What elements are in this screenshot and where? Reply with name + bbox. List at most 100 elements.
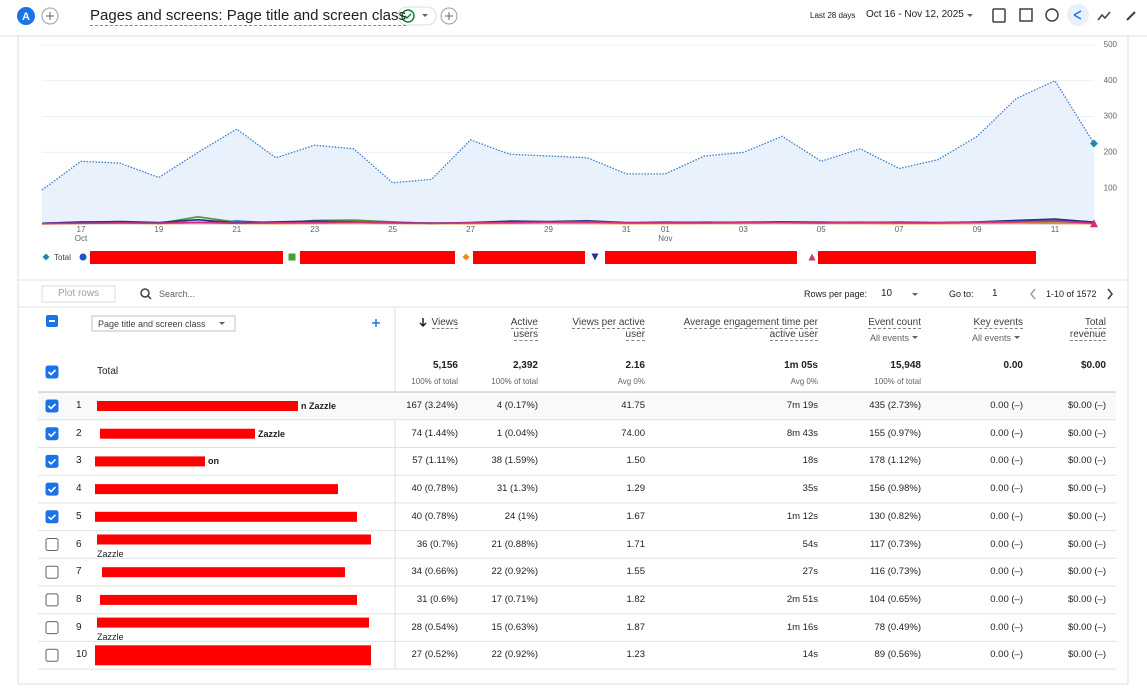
dimension-selector[interactable] — [91, 315, 236, 332]
row-checkbox[interactable] — [45, 593, 59, 607]
rows-dropdown-arrow[interactable] — [912, 293, 918, 296]
row-cell: $0.00 (–) — [1067, 538, 1106, 550]
row-cell: 2m 51s — [786, 593, 818, 605]
legend-marker — [42, 253, 50, 261]
filter-arrow — [1014, 336, 1020, 339]
series-line — [41, 79, 1095, 191]
plot-rows-label[interactable]: Plot rows — [57, 288, 100, 299]
row-cell: 1.50 — [626, 455, 646, 467]
plus-icon — [46, 12, 54, 20]
row-cell: 38 (1.59%) — [491, 455, 538, 467]
row-cell: $0.00 (–) — [1067, 455, 1106, 467]
row-cell: $0.00 (–) — [1067, 593, 1106, 605]
column-header[interactable]: Average engagement time per active user — [683, 317, 818, 341]
legend-marker — [79, 253, 87, 261]
y-tick-label: 500 — [1104, 40, 1118, 49]
legend-marker — [808, 253, 816, 261]
row-checkbox[interactable] — [45, 454, 59, 468]
row-index: 1 — [76, 400, 82, 411]
next-page[interactable] — [1107, 288, 1113, 300]
row-cell: 0.00 (–) — [990, 538, 1023, 550]
row-checkbox[interactable] — [45, 538, 59, 551]
x-tick-label: 25 — [388, 225, 397, 234]
column-header[interactable]: Key events — [973, 317, 1023, 329]
row-checkbox[interactable] — [45, 648, 59, 662]
row-cell: 15 (0.63%) — [491, 621, 538, 633]
search-icon[interactable] — [140, 288, 150, 298]
legend-marker — [288, 253, 296, 261]
row-cell: 27 (0.52%) — [411, 649, 458, 661]
date-range[interactable]: Oct 16 - Nov 12, 2025 — [866, 9, 964, 20]
row-checkbox[interactable] — [45, 565, 59, 579]
top-bar — [0, 0, 1147, 36]
row-title: Zazzle — [97, 631, 124, 642]
insights-trend-icon[interactable] — [1097, 11, 1111, 21]
explore-icon[interactable] — [1045, 8, 1059, 22]
metric-filter[interactable]: All events — [971, 333, 1011, 343]
row-cell: 155 (0.97%) — [869, 427, 921, 439]
avatar[interactable] — [17, 7, 35, 25]
compare-icon[interactable] — [1019, 8, 1033, 22]
search-placeholder[interactable]: Search... — [159, 289, 196, 299]
dropdown-arrow — [422, 14, 428, 17]
row-checkbox[interactable] — [45, 510, 59, 524]
column-header[interactable]: Total revenue — [1069, 317, 1106, 341]
legend-label: Total — [54, 253, 71, 262]
plot-rows-button[interactable] — [41, 285, 116, 303]
dimension-label[interactable]: Page title and screen class — [98, 319, 206, 329]
date-dropdown-arrow[interactable] — [967, 14, 973, 17]
sort-arrow[interactable] — [419, 318, 427, 328]
column-header[interactable]: Event count — [868, 317, 921, 329]
checkbox-tick — [47, 431, 57, 438]
column-header[interactable]: Active users — [510, 317, 538, 341]
row-cell: 7m 19s — [786, 400, 818, 411]
row-index: 2 — [76, 427, 82, 439]
status-chip[interactable] — [397, 6, 437, 26]
row-checkbox[interactable] — [45, 365, 59, 379]
row-checkbox[interactable] — [45, 482, 59, 496]
x-tick-label: 19 — [154, 225, 163, 234]
row-cell: 1 (0.04%) — [496, 427, 538, 439]
rows-per-page[interactable]: 10 — [881, 288, 893, 299]
row-cell: 28 (0.54%) — [411, 621, 458, 633]
redaction — [97, 401, 298, 411]
row-title: on — [208, 456, 219, 467]
edit-icon[interactable] — [1126, 11, 1136, 21]
row-cell: 22 (0.92%) — [491, 649, 538, 661]
row-cell: 178 (1.12%) — [869, 455, 921, 467]
add-dimension[interactable] — [372, 319, 380, 327]
add-button[interactable] — [440, 7, 458, 25]
row-cell: 0.00 (–) — [990, 566, 1023, 578]
redaction — [100, 428, 255, 439]
share-highlight[interactable] — [1067, 4, 1089, 26]
row-cell: 41.75 — [621, 400, 645, 411]
redaction — [473, 251, 585, 264]
row-cell: 34 (0.66%) — [411, 566, 458, 578]
row-cell: 1.23 — [626, 649, 646, 661]
date-range-label: Last 28 days — [810, 11, 856, 20]
series-line — [41, 220, 1095, 225]
row-cell: 4 (0.17%) — [496, 400, 538, 411]
redaction — [97, 617, 369, 628]
row-cell: 0.00 (–) — [990, 510, 1023, 522]
row-checkbox[interactable] — [45, 427, 59, 441]
go-to-label: Go to: — [949, 289, 974, 299]
row-checkbox[interactable] — [45, 399, 59, 413]
row-cell: $0.00 (–) — [1067, 510, 1106, 522]
row-cell: 1.67 — [626, 510, 646, 522]
insights-icon[interactable] — [992, 8, 1006, 23]
row-cell: 1m 16s — [786, 621, 818, 633]
row-cell: 1.71 — [626, 538, 646, 550]
column-header[interactable]: Views — [431, 317, 458, 329]
prev-page[interactable] — [1030, 288, 1036, 300]
row-cell: 104 (0.65%) — [869, 593, 921, 605]
x-tick-label: 05 — [817, 225, 826, 234]
add-comparison[interactable] — [41, 7, 59, 25]
go-to[interactable]: 1 — [992, 288, 998, 299]
row-checkbox[interactable] — [45, 621, 59, 635]
dimension-dropdown-arrow — [219, 322, 225, 325]
check-mark — [404, 13, 412, 20]
column-header[interactable]: Views per active user — [572, 317, 645, 341]
metric-filter[interactable]: All events — [869, 333, 909, 343]
row-cell: 14s — [802, 649, 818, 661]
